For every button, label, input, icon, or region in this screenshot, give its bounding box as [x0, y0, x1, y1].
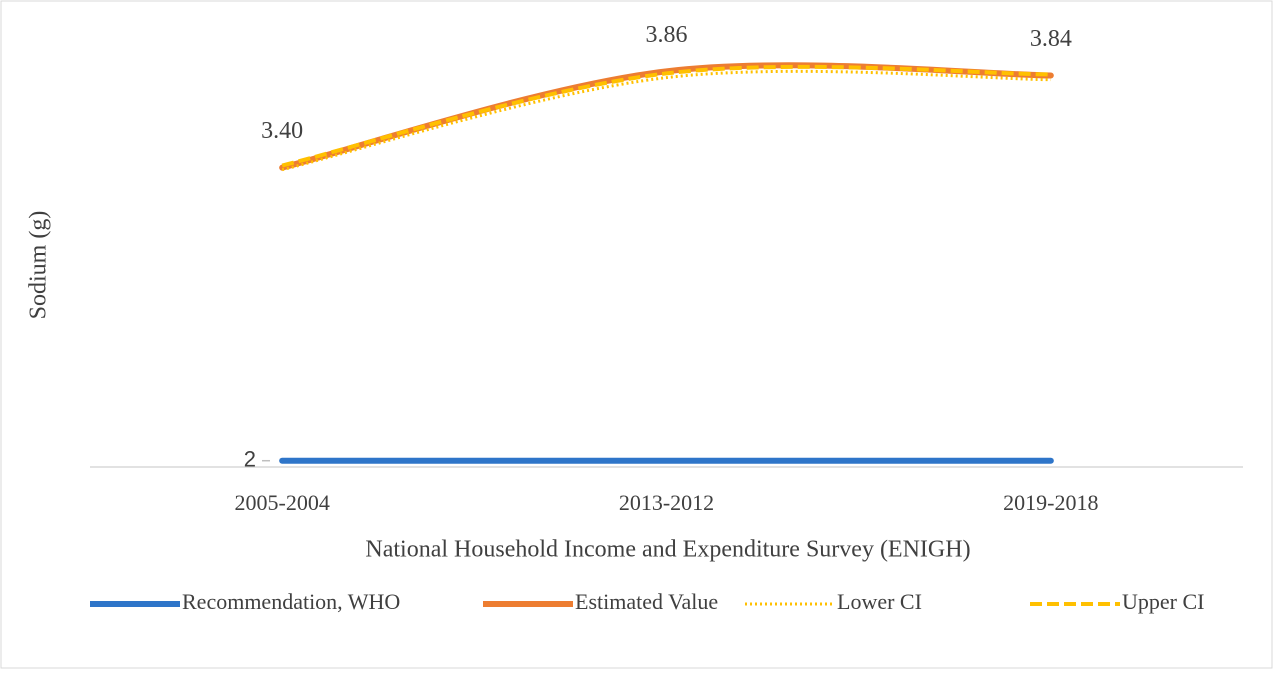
legend-label: Estimated Value	[575, 589, 718, 614]
x-tick-label: 2005-2004	[235, 490, 330, 515]
series-line	[281, 69, 1051, 172]
y-tick-label: 2	[244, 447, 256, 472]
legend-label: Upper CI	[1122, 589, 1204, 614]
legend-label: Lower CI	[837, 589, 922, 614]
data-label: 3.84	[1030, 26, 1072, 52]
legend-label: Recommendation, WHO	[182, 589, 400, 614]
x-tick-label: 2013-2012	[619, 490, 714, 515]
x-axis-title: National Household Income and Expenditur…	[365, 537, 970, 563]
data-label: 3.40	[261, 118, 303, 144]
x-tick-label: 2019-2018	[1003, 490, 1098, 515]
series-line	[281, 64, 1051, 168]
y-axis-title: Sodium (g)	[26, 211, 52, 320]
data-label: 3.86	[646, 22, 688, 48]
